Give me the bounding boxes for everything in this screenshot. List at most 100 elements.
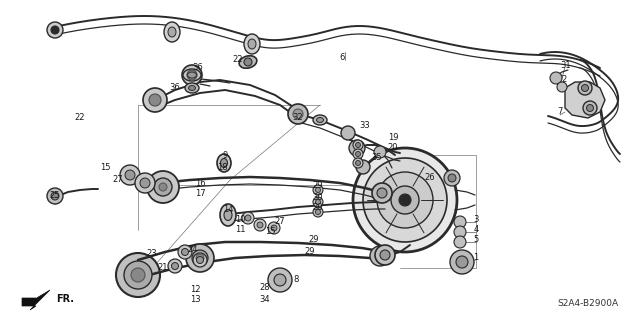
Text: 16: 16 xyxy=(195,179,205,188)
Circle shape xyxy=(293,109,303,119)
Circle shape xyxy=(135,173,155,193)
Text: 12: 12 xyxy=(189,286,200,294)
Text: 29: 29 xyxy=(313,181,323,189)
Ellipse shape xyxy=(239,56,257,68)
Circle shape xyxy=(353,149,363,159)
Ellipse shape xyxy=(248,39,256,49)
Circle shape xyxy=(268,222,280,234)
Circle shape xyxy=(578,81,592,95)
Ellipse shape xyxy=(220,204,236,226)
Circle shape xyxy=(355,160,360,166)
Circle shape xyxy=(140,178,150,188)
Circle shape xyxy=(313,197,323,207)
Circle shape xyxy=(582,85,589,92)
Text: 32: 32 xyxy=(292,114,303,122)
Circle shape xyxy=(131,268,145,282)
Text: 22: 22 xyxy=(75,114,85,122)
Text: 2: 2 xyxy=(561,76,566,85)
Circle shape xyxy=(450,250,474,274)
Ellipse shape xyxy=(185,83,199,93)
Circle shape xyxy=(120,165,140,185)
Text: 13: 13 xyxy=(189,295,200,305)
Text: 29: 29 xyxy=(308,235,319,244)
Circle shape xyxy=(356,160,370,174)
Circle shape xyxy=(375,245,395,265)
Ellipse shape xyxy=(221,159,227,167)
Circle shape xyxy=(47,188,63,204)
Text: 1: 1 xyxy=(474,254,479,263)
Circle shape xyxy=(51,192,59,200)
Circle shape xyxy=(454,236,466,248)
Text: 8: 8 xyxy=(293,276,299,285)
Circle shape xyxy=(124,261,152,289)
Circle shape xyxy=(196,256,204,263)
Circle shape xyxy=(372,183,392,203)
Text: S2A4-B2900A: S2A4-B2900A xyxy=(557,299,618,308)
Circle shape xyxy=(341,126,355,140)
Text: FR.: FR. xyxy=(56,294,74,304)
Text: 20: 20 xyxy=(388,144,398,152)
Text: 35: 35 xyxy=(372,153,382,162)
Circle shape xyxy=(268,268,292,292)
Ellipse shape xyxy=(224,210,232,220)
Circle shape xyxy=(363,158,447,242)
Text: 10: 10 xyxy=(235,216,245,225)
Circle shape xyxy=(355,152,360,157)
Polygon shape xyxy=(22,290,50,310)
Circle shape xyxy=(178,245,192,259)
Circle shape xyxy=(380,250,390,260)
Circle shape xyxy=(586,105,593,112)
Text: 22: 22 xyxy=(233,56,243,64)
Circle shape xyxy=(242,212,254,224)
Ellipse shape xyxy=(217,154,231,172)
Circle shape xyxy=(192,250,208,266)
Circle shape xyxy=(254,219,266,231)
Ellipse shape xyxy=(317,117,323,122)
Circle shape xyxy=(316,210,321,214)
Circle shape xyxy=(154,178,172,196)
Text: 18: 18 xyxy=(217,162,227,172)
Circle shape xyxy=(245,215,251,221)
Circle shape xyxy=(444,170,460,186)
Circle shape xyxy=(186,244,214,272)
Text: 11: 11 xyxy=(235,226,245,234)
Circle shape xyxy=(143,88,167,112)
Text: 4: 4 xyxy=(474,226,479,234)
Circle shape xyxy=(370,246,390,266)
Text: 34: 34 xyxy=(260,295,270,305)
Circle shape xyxy=(313,185,323,195)
Circle shape xyxy=(187,70,197,80)
Circle shape xyxy=(149,94,161,106)
Text: 27: 27 xyxy=(113,175,124,184)
Circle shape xyxy=(377,188,387,198)
Circle shape xyxy=(125,170,135,180)
Text: 36: 36 xyxy=(170,84,180,93)
Circle shape xyxy=(377,172,433,228)
Circle shape xyxy=(456,256,468,268)
Text: 9: 9 xyxy=(222,151,228,160)
Ellipse shape xyxy=(183,69,201,81)
Circle shape xyxy=(374,146,386,158)
Circle shape xyxy=(349,140,365,156)
Text: 27: 27 xyxy=(275,218,285,226)
Circle shape xyxy=(399,194,411,206)
Circle shape xyxy=(182,65,202,85)
Ellipse shape xyxy=(188,72,196,78)
Circle shape xyxy=(316,188,321,192)
Ellipse shape xyxy=(244,34,260,54)
Circle shape xyxy=(353,158,363,168)
Text: 7: 7 xyxy=(557,108,563,116)
Circle shape xyxy=(51,26,59,34)
Ellipse shape xyxy=(313,115,327,125)
Circle shape xyxy=(316,199,321,204)
Circle shape xyxy=(172,263,179,270)
Circle shape xyxy=(116,253,160,297)
Circle shape xyxy=(182,249,189,256)
Circle shape xyxy=(557,82,567,92)
Circle shape xyxy=(454,216,466,228)
Ellipse shape xyxy=(168,27,176,37)
Circle shape xyxy=(257,222,263,228)
Circle shape xyxy=(454,252,466,264)
Text: 19: 19 xyxy=(388,133,398,143)
Text: 28: 28 xyxy=(260,284,270,293)
